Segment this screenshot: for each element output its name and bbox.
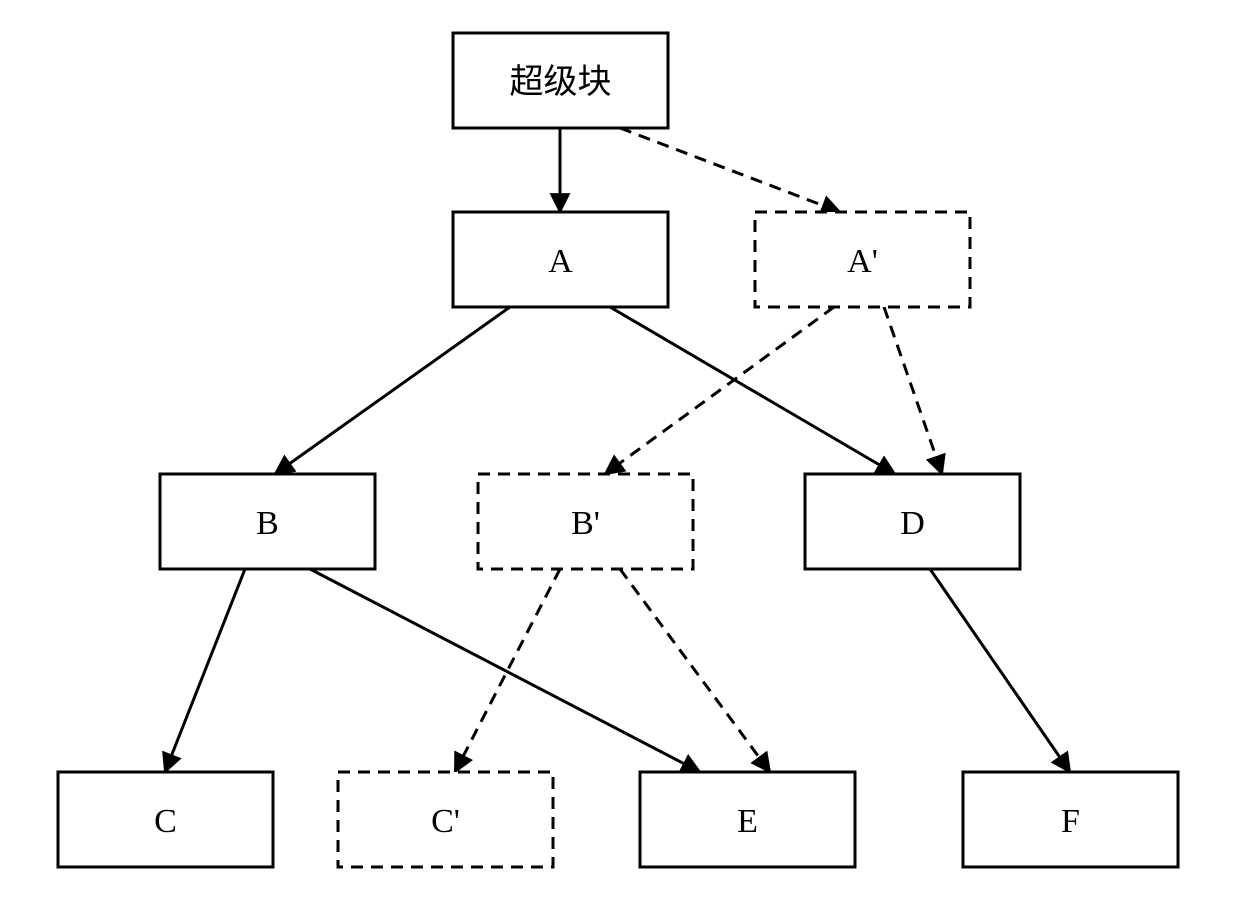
node-label-E: E (737, 803, 758, 840)
node-Bprime: B' (478, 474, 693, 569)
node-label-A: A (548, 243, 573, 280)
node-label-Bprime: B' (571, 505, 600, 542)
node-label-D: D (900, 505, 925, 542)
node-label-Aprime: A' (847, 243, 878, 280)
node-E: E (640, 772, 855, 867)
edge-D-F (930, 569, 1070, 772)
edge-Aprime-D (884, 307, 942, 474)
diagram-canvas: 超级块 A A' B B' D C C' E F (0, 0, 1240, 919)
node-label-C: C (154, 803, 177, 840)
edge-B-E (310, 569, 700, 772)
node-F: F (963, 772, 1178, 867)
node-D: D (805, 474, 1020, 569)
node-B: B (160, 474, 375, 569)
node-label-F: F (1061, 803, 1080, 840)
edge-A-D (610, 307, 895, 474)
nodes-layer: 超级块 A A' B B' D C C' E F (58, 33, 1178, 867)
node-C: C (58, 772, 273, 867)
node-root: 超级块 (453, 33, 668, 128)
node-label-Cprime: C' (431, 803, 460, 840)
node-Cprime: C' (338, 772, 553, 867)
node-Aprime: A' (755, 212, 970, 307)
node-A: A (453, 212, 668, 307)
edge-B-C (165, 569, 245, 772)
node-label-B: B (256, 505, 279, 542)
edge-root-Aprime (620, 128, 840, 212)
node-label-root: 超级块 (510, 63, 612, 101)
edge-Aprime-Bprime (605, 307, 834, 474)
edge-A-B (275, 307, 510, 474)
